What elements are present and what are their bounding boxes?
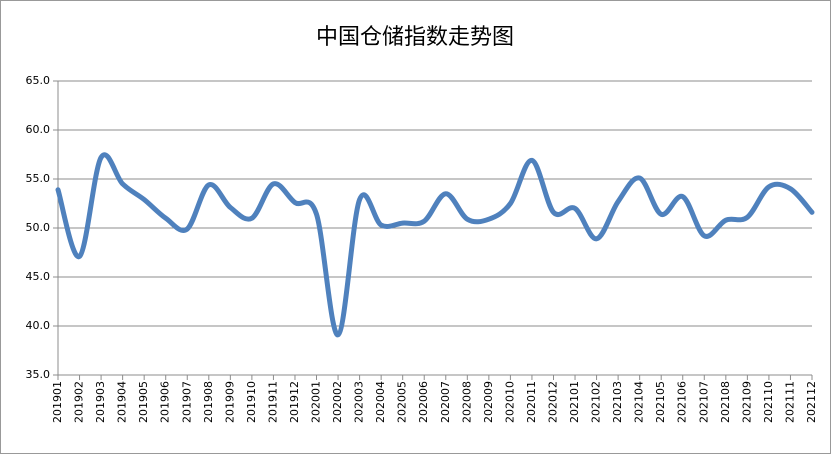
x-tick-label: 202002 bbox=[331, 381, 344, 423]
x-tick-label: 202006 bbox=[417, 381, 430, 423]
y-tick-label: 60.0 bbox=[26, 123, 51, 136]
x-tick-label: 201906 bbox=[159, 381, 172, 423]
y-tick-label: 50.0 bbox=[26, 221, 51, 234]
x-tick-label: 201907 bbox=[180, 381, 193, 423]
x-tick-label: 201902 bbox=[73, 381, 86, 423]
x-tick-label: 202107 bbox=[697, 381, 710, 423]
data-line bbox=[55, 152, 815, 338]
y-tick-label: 45.0 bbox=[26, 270, 51, 283]
x-tick-label: 202004 bbox=[374, 381, 387, 423]
x-tick-label: 202103 bbox=[611, 381, 624, 423]
x-tick-label: 201901 bbox=[51, 381, 64, 423]
x-tick-label: 202106 bbox=[676, 381, 689, 423]
x-tick-label: 202001 bbox=[310, 381, 323, 423]
x-tick-label: 201904 bbox=[116, 381, 129, 423]
x-tick-label: 202102 bbox=[590, 381, 603, 423]
x-tick-label: 202105 bbox=[654, 381, 667, 423]
x-tick-label: 201911 bbox=[266, 381, 279, 423]
y-tick-label: 65.0 bbox=[26, 74, 51, 87]
x-tick-label: 202101 bbox=[568, 381, 581, 423]
x-tick-label: 202011 bbox=[525, 381, 538, 423]
x-tick-label: 201908 bbox=[202, 381, 215, 423]
x-tick-label: 201912 bbox=[288, 381, 301, 423]
x-tick-label: 201903 bbox=[94, 381, 107, 423]
x-tick-label: 202010 bbox=[503, 381, 516, 423]
chart-title: 中国仓储指数走势图 bbox=[316, 25, 514, 50]
y-tick-label: 40.0 bbox=[26, 319, 51, 332]
x-tick-label: 202104 bbox=[633, 381, 646, 423]
x-tick-label: 202005 bbox=[396, 381, 409, 423]
x-tick-label: 202008 bbox=[460, 381, 473, 423]
x-tick-label: 201909 bbox=[223, 381, 236, 423]
x-tick-label: 202003 bbox=[353, 381, 366, 423]
y-tick-label: 55.0 bbox=[26, 172, 51, 185]
x-tick-label: 202111 bbox=[783, 381, 796, 423]
x-tick-label: 202109 bbox=[740, 381, 753, 423]
x-tick-label: 202110 bbox=[762, 381, 775, 423]
x-tick-label: 202108 bbox=[719, 381, 732, 423]
x-tick-label: 202009 bbox=[482, 381, 495, 423]
x-tick-label: 202012 bbox=[546, 381, 559, 423]
x-tick-label: 201905 bbox=[137, 381, 150, 423]
x-tick-label: 201910 bbox=[245, 381, 258, 423]
x-tick-label: 202112 bbox=[805, 381, 818, 423]
x-tick-label: 202007 bbox=[439, 381, 452, 423]
y-tick-label: 35.0 bbox=[26, 368, 51, 381]
